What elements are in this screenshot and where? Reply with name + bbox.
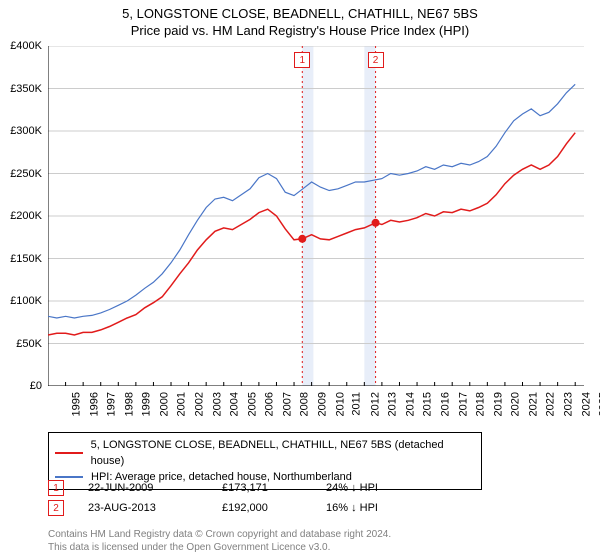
x-tick-label: 2010 [334, 392, 346, 416]
chart-marker-badge: 1 [294, 52, 310, 68]
marker-delta: 24% ↓ HPI [326, 482, 416, 494]
y-tick-label: £350K [10, 83, 42, 95]
x-tick-label: 2009 [317, 392, 329, 416]
marker-badge: 2 [48, 500, 64, 516]
x-tick-label: 2023 [563, 392, 575, 416]
x-tick-label: 2019 [492, 392, 504, 416]
x-tick-label: 2004 [229, 392, 241, 416]
x-tick-label: 2007 [281, 392, 293, 416]
y-tick-label: £0 [30, 380, 42, 392]
marker-delta: 16% ↓ HPI [326, 502, 416, 514]
legend-item: 5, LONGSTONE CLOSE, BEADNELL, CHATHILL, … [55, 437, 475, 469]
x-tick-label: 2022 [545, 392, 557, 416]
y-tick-label: £250K [10, 168, 42, 180]
x-tick-label: 2016 [440, 392, 452, 416]
y-tick-label: £300K [10, 125, 42, 137]
x-tick-label: 2014 [404, 392, 416, 416]
marker-price: £173,171 [222, 482, 302, 494]
footer-attribution: Contains HM Land Registry data © Crown c… [48, 528, 391, 554]
x-tick-label: 2005 [246, 392, 258, 416]
x-tick-label: 2006 [264, 392, 276, 416]
marker-date: 23-AUG-2013 [88, 502, 198, 514]
chart-marker-badge: 2 [368, 52, 384, 68]
marker-date: 22-JUN-2009 [88, 482, 198, 494]
y-tick-label: £150K [10, 253, 42, 265]
page-title: 5, LONGSTONE CLOSE, BEADNELL, CHATHILL, … [0, 6, 600, 21]
x-tick-label: 1999 [141, 392, 153, 416]
x-tick-label: 2008 [299, 392, 311, 416]
x-tick-label: 2003 [211, 392, 223, 416]
x-axis-labels: 1995 1996 1997 1998 1999 2000 2001 2002 2003 2004… [48, 388, 584, 428]
x-tick-label: 2017 [457, 392, 469, 416]
x-tick-label: 2011 [351, 392, 363, 416]
legend-swatch [55, 452, 83, 454]
y-tick-label: £400K [10, 40, 42, 52]
marker-table: 1 22-JUN-2009 £173,171 24% ↓ HPI 2 23-AUG-201… [48, 478, 584, 518]
x-tick-label: 2013 [387, 392, 399, 416]
x-tick-label: 2021 [527, 392, 539, 416]
x-tick-label: 2002 [194, 392, 206, 416]
line-chart-svg [48, 46, 584, 386]
y-tick-label: £200K [10, 210, 42, 222]
x-tick-label: 2018 [475, 392, 487, 416]
legend-label: 5, LONGSTONE CLOSE, BEADNELL, CHATHILL, … [91, 437, 475, 469]
marker-badge: 1 [48, 480, 64, 496]
footer-line-1: Contains HM Land Registry data © Crown c… [48, 528, 391, 541]
x-tick-label: 2000 [158, 392, 170, 416]
y-axis-labels: £0£50K£100K£150K£200K£250K£300K£350K£400… [0, 46, 46, 386]
footer-line-2: This data is licensed under the Open Gov… [48, 541, 391, 554]
y-tick-label: £100K [10, 295, 42, 307]
page-subtitle: Price paid vs. HM Land Registry's House … [0, 23, 600, 38]
x-tick-label: 2001 [176, 392, 188, 416]
chart-area: 12 [48, 46, 584, 386]
x-tick-label: 2020 [510, 392, 522, 416]
x-tick-label: 2024 [580, 392, 592, 416]
x-tick-label: 1997 [106, 392, 118, 416]
x-tick-label: 1996 [88, 392, 100, 416]
x-tick-label: 2012 [369, 392, 381, 416]
x-tick-label: 2015 [422, 392, 434, 416]
marker-row: 1 22-JUN-2009 £173,171 24% ↓ HPI [48, 478, 584, 498]
x-tick-label: 1998 [123, 392, 135, 416]
marker-row: 2 23-AUG-2013 £192,000 16% ↓ HPI [48, 498, 584, 518]
y-tick-label: £50K [16, 338, 42, 350]
marker-price: £192,000 [222, 502, 302, 514]
x-tick-label: 1995 [70, 392, 82, 416]
